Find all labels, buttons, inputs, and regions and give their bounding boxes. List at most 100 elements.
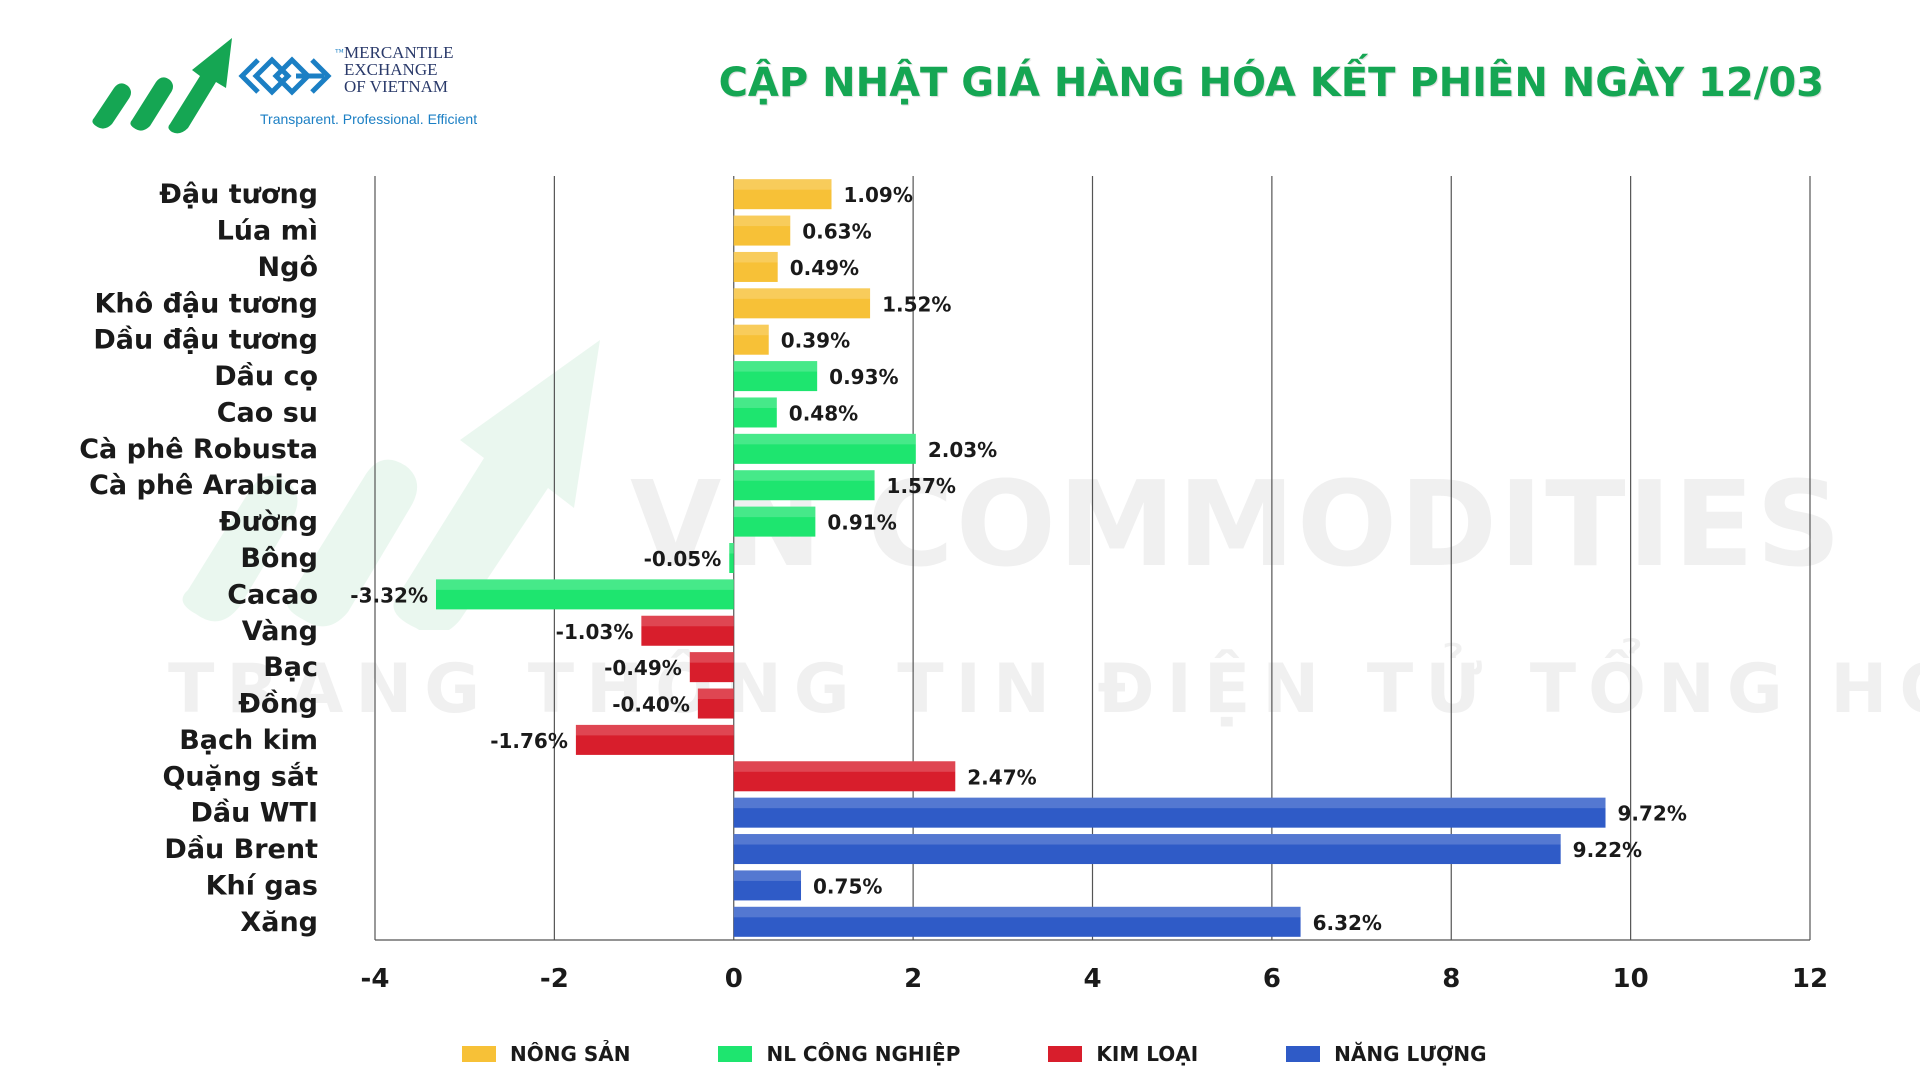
legend-item: KIM LOẠI	[1048, 1042, 1198, 1066]
category-label: Bạc	[263, 652, 318, 683]
value-label: -0.40%	[612, 693, 690, 717]
category-label: Dầu WTI	[191, 798, 319, 829]
bar-highlight	[697, 688, 734, 700]
value-label: 0.49%	[790, 256, 859, 280]
mxv-logo-icon: ™ MERCANTILE EXCHANGE OF VIETNAM Transpa…	[92, 38, 477, 134]
value-label: 0.39%	[781, 329, 850, 353]
bar-highlight	[733, 906, 1301, 918]
legend-swatch	[1286, 1046, 1321, 1062]
logo-tm: ™	[335, 47, 344, 57]
value-label: 1.09%	[844, 183, 913, 207]
bar-highlight	[641, 615, 734, 627]
bar	[733, 215, 791, 246]
bar-highlight	[733, 251, 778, 263]
category-label: Đường	[219, 507, 318, 538]
bar-highlight	[733, 179, 832, 190]
value-label: -1.76%	[490, 729, 568, 753]
bar-highlight	[733, 361, 818, 372]
value-label: -3.32%	[350, 583, 428, 607]
bar	[733, 797, 1606, 828]
bar	[733, 179, 832, 210]
legend-label: NĂNG LƯỢNG	[1334, 1042, 1487, 1066]
x-tick-label: 6	[1263, 964, 1281, 994]
value-label: -0.49%	[604, 656, 682, 680]
logo-line1: MERCANTILE	[344, 43, 454, 62]
value-label: 0.75%	[813, 874, 882, 898]
watermark-subtext: TRANG THÔNG TIN ĐIỆN TỬ TỔNG HỢP	[168, 650, 1920, 729]
value-label: -0.05%	[644, 547, 722, 571]
legend-item: NÔNG SẢN	[462, 1042, 630, 1066]
legend: NÔNG SẢN NL CÔNG NGHIỆP KIM LOẠI NĂNG LƯỢNG	[462, 1042, 1575, 1066]
value-label: 9.22%	[1573, 838, 1642, 862]
legend-swatch	[462, 1046, 496, 1062]
bar-highlight	[733, 397, 777, 408]
logo: ™ MERCANTILE EXCHANGE OF VIETNAM Transpa…	[92, 36, 512, 136]
value-label: 1.52%	[882, 292, 951, 316]
category-label: Ngô	[258, 252, 318, 283]
x-tick-label: 12	[1792, 964, 1828, 994]
bar	[733, 761, 956, 792]
bar	[733, 506, 816, 537]
bar	[733, 251, 778, 282]
legend-item: NĂNG LƯỢNG	[1286, 1042, 1487, 1066]
category-label: Dầu đậu tương	[93, 325, 318, 356]
bar-highlight	[733, 470, 875, 481]
bar	[733, 870, 802, 901]
bar	[733, 288, 871, 319]
category-label: Bạch kim	[179, 725, 318, 756]
category-label: Cacao	[227, 579, 318, 610]
category-label: Cà phê Arabica	[89, 470, 318, 501]
category-label: Dầu cọ	[214, 361, 318, 392]
legend-label: NÔNG SẢN	[510, 1042, 631, 1066]
bar-highlight	[733, 870, 802, 881]
x-tick-label: -4	[361, 964, 390, 994]
bar-highlight	[733, 834, 1561, 845]
value-label: 2.47%	[967, 765, 1036, 789]
bar	[697, 688, 734, 719]
bar	[733, 834, 1561, 865]
category-label: Dầu Brent	[164, 834, 318, 865]
bar-highlight	[435, 579, 734, 590]
bar	[435, 579, 734, 610]
legend-label: KIM LOẠI	[1096, 1042, 1199, 1066]
bar	[733, 906, 1301, 937]
x-tick-label: 2	[904, 964, 922, 994]
category-label: Cao su	[217, 397, 318, 428]
bar	[733, 324, 769, 355]
bar-highlight	[733, 324, 769, 336]
category-label: Đậu tương	[159, 179, 318, 210]
category-label: Bông	[240, 543, 318, 574]
bar-highlight	[733, 433, 916, 445]
bar-highlight	[689, 652, 734, 663]
bar	[733, 433, 916, 464]
bar	[733, 470, 875, 501]
category-label: Xăng	[240, 907, 318, 938]
legend-label: NL CÔNG NGHIỆP	[766, 1042, 961, 1066]
x-tick-label: 0	[725, 964, 743, 994]
logo-line3: OF VIETNAM	[344, 77, 448, 96]
value-label: 2.03%	[928, 438, 997, 462]
value-label: -1.03%	[556, 620, 634, 644]
bar	[575, 724, 734, 755]
value-label: 0.93%	[829, 365, 898, 389]
legend-swatch	[718, 1046, 753, 1062]
watermark-logo-icon	[182, 340, 600, 630]
logo-tagline: Transparent. Professional. Efficient	[260, 111, 477, 127]
value-label: 0.48%	[789, 401, 858, 425]
x-tick-label: 8	[1442, 964, 1460, 994]
bar-highlight	[733, 506, 816, 518]
bar-highlight	[575, 724, 734, 736]
value-label: 9.72%	[1618, 802, 1687, 826]
x-tick-label: 4	[1083, 964, 1101, 994]
category-label: Quặng sắt	[162, 761, 318, 792]
bar	[641, 615, 734, 646]
category-label: Khí gas	[206, 870, 318, 901]
category-label: Khô đậu tương	[95, 288, 319, 319]
category-label: Đồng	[238, 689, 318, 720]
bar-highlight	[729, 543, 734, 554]
logo-line2: EXCHANGE	[344, 60, 438, 79]
value-label: 6.32%	[1313, 911, 1382, 935]
category-label: Lúa mì	[217, 216, 318, 247]
bar	[733, 361, 818, 392]
